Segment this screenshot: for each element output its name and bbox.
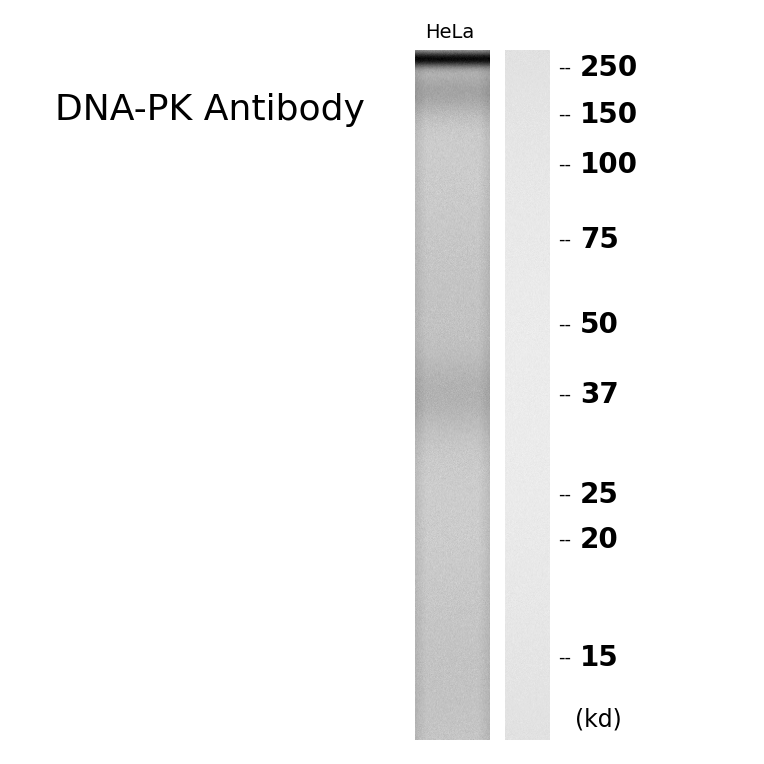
Text: --: -- bbox=[558, 649, 571, 667]
Text: HeLa: HeLa bbox=[426, 22, 474, 41]
Text: --: -- bbox=[558, 59, 571, 77]
Text: --: -- bbox=[558, 531, 571, 549]
Text: --: -- bbox=[558, 231, 571, 249]
Text: 100: 100 bbox=[580, 151, 638, 179]
Text: 150: 150 bbox=[580, 101, 638, 129]
Text: 37: 37 bbox=[580, 381, 619, 409]
Text: 75: 75 bbox=[580, 226, 619, 254]
Text: 50: 50 bbox=[580, 311, 619, 339]
Text: --: -- bbox=[558, 486, 571, 504]
Text: 15: 15 bbox=[580, 644, 619, 672]
Text: 25: 25 bbox=[580, 481, 619, 509]
Text: --: -- bbox=[558, 156, 571, 174]
Text: --: -- bbox=[558, 316, 571, 334]
Text: 20: 20 bbox=[580, 526, 619, 554]
Text: --: -- bbox=[558, 106, 571, 124]
Text: 250: 250 bbox=[580, 54, 638, 82]
Text: DNA-PK Antibody: DNA-PK Antibody bbox=[55, 93, 365, 127]
Text: --: -- bbox=[558, 386, 571, 404]
Text: (kd): (kd) bbox=[575, 708, 622, 732]
